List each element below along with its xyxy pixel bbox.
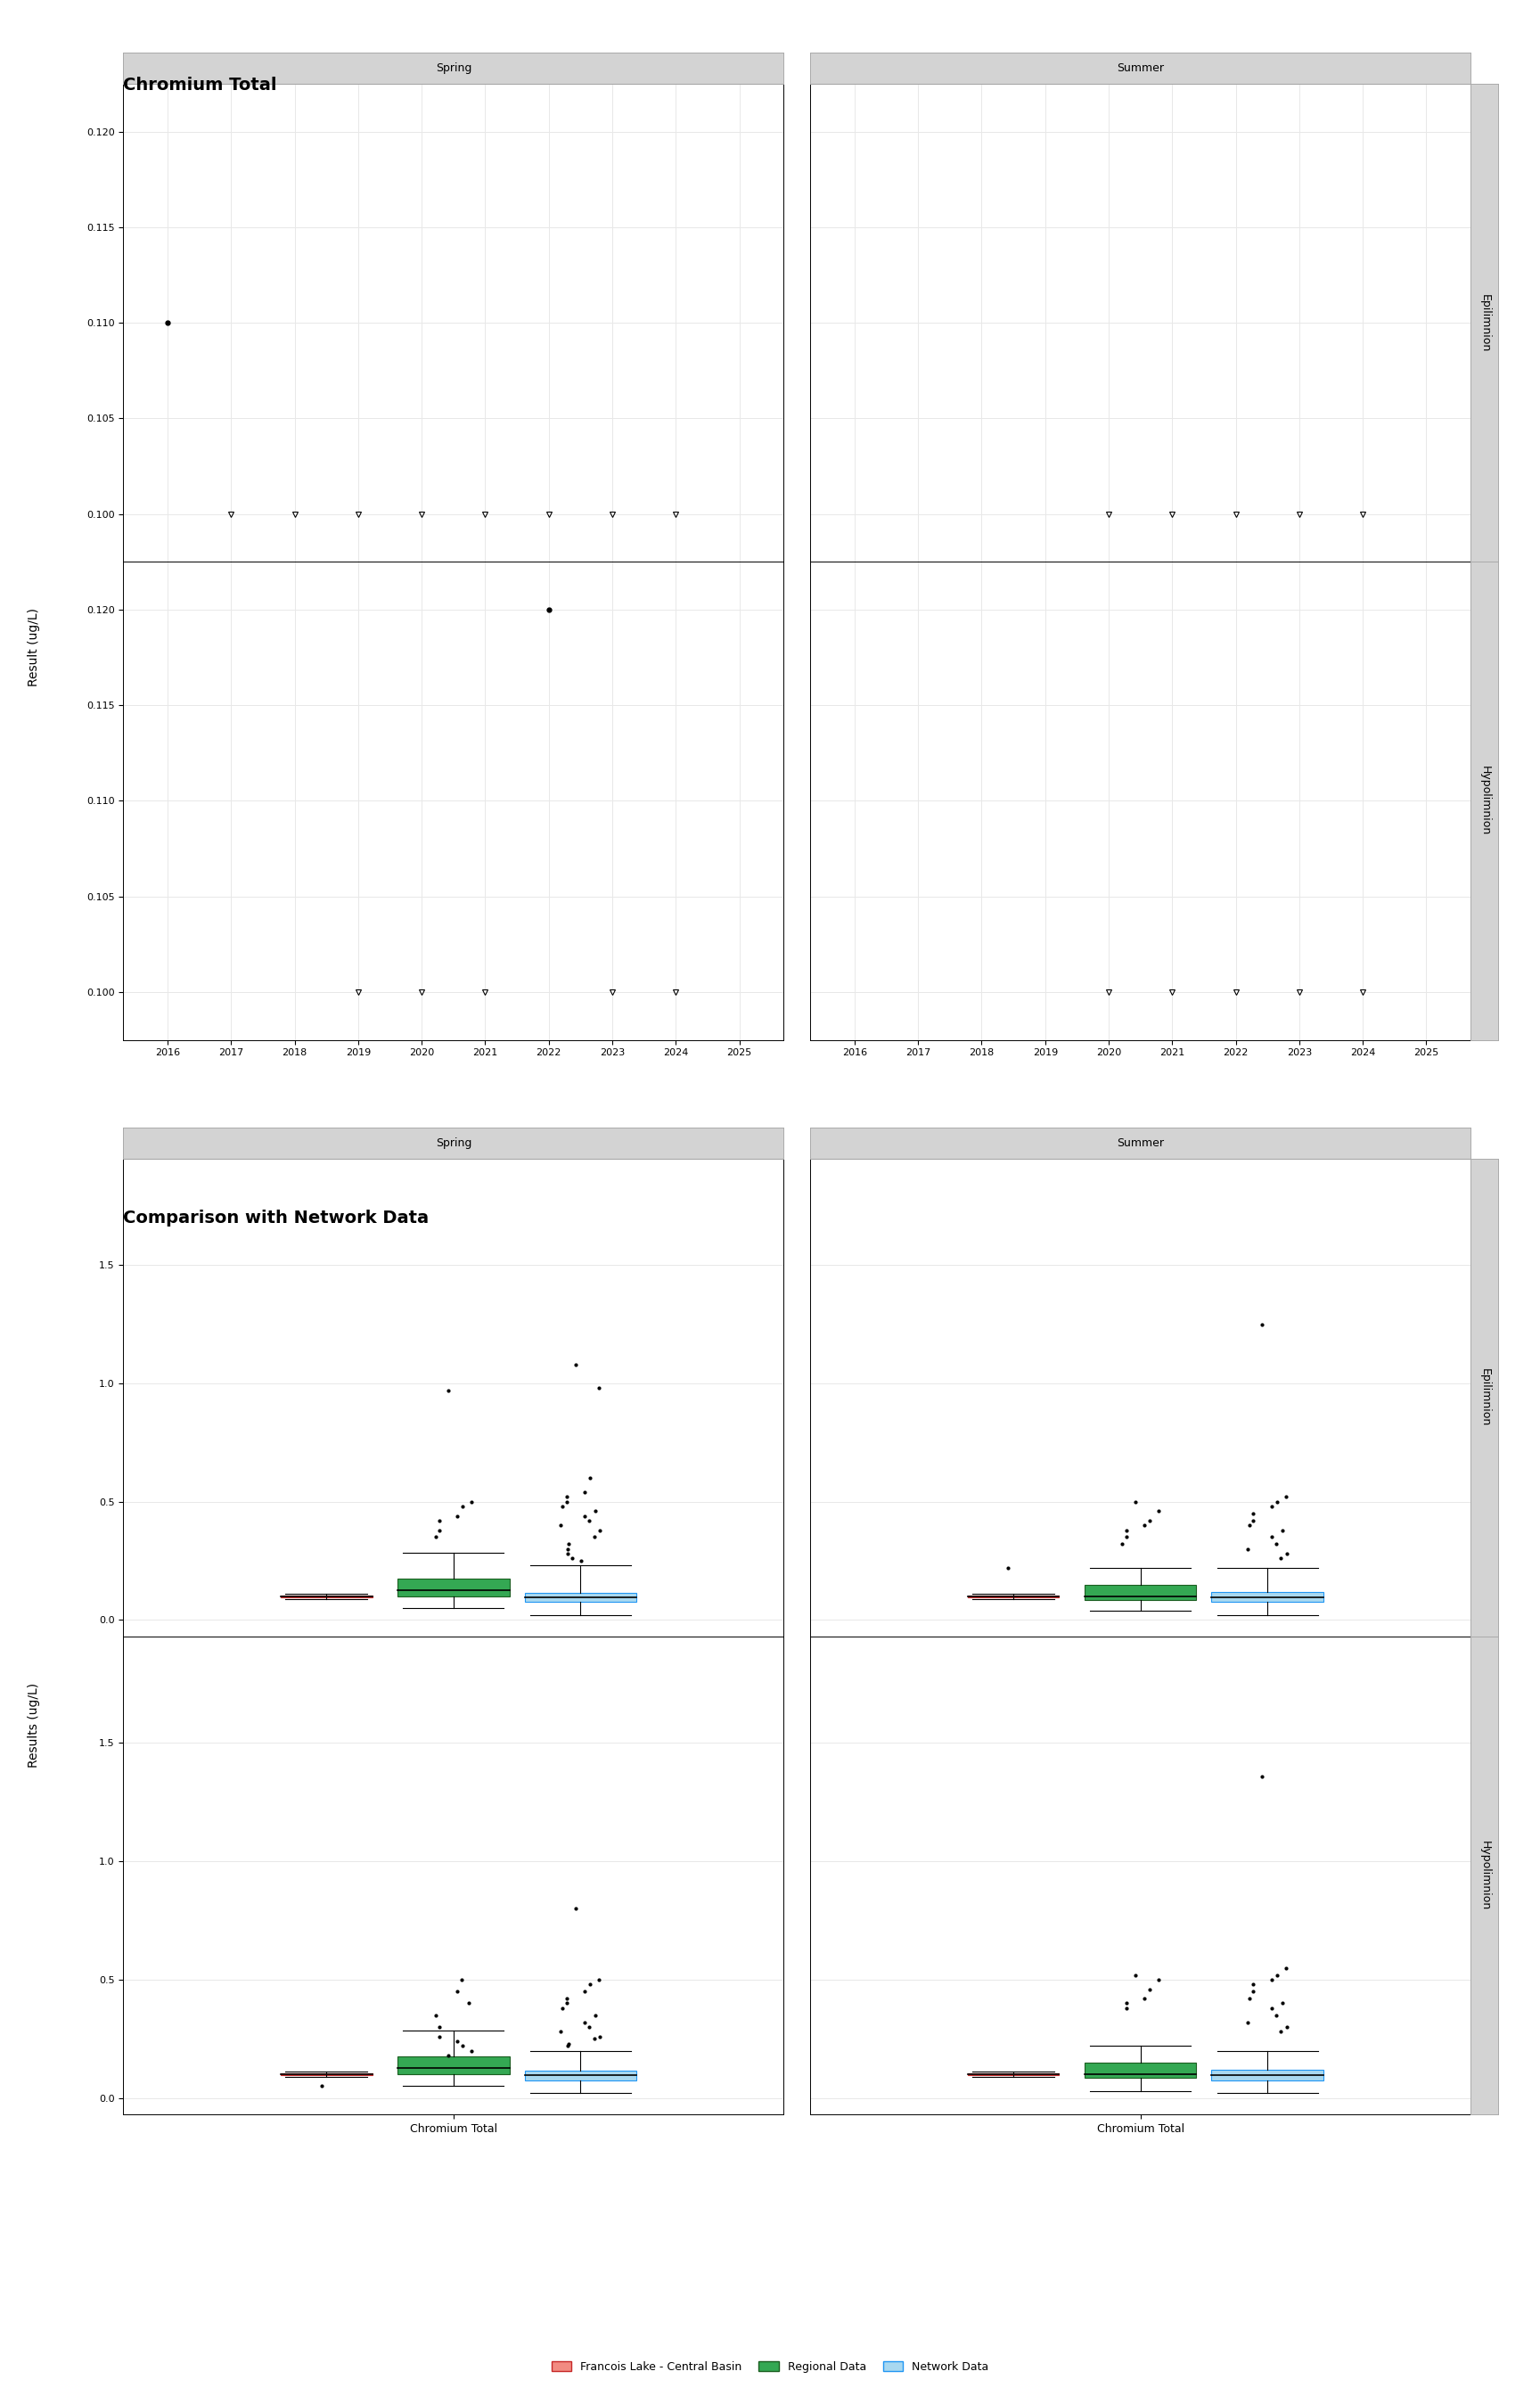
Bar bbox=[1212, 2070, 1323, 2080]
Bar bbox=[397, 2056, 510, 2075]
Text: Summer: Summer bbox=[1116, 1138, 1164, 1148]
Text: Summer: Summer bbox=[1116, 62, 1164, 74]
Text: Comparison with Network Data: Comparison with Network Data bbox=[123, 1210, 430, 1227]
Text: Hypolimnion: Hypolimnion bbox=[1478, 1840, 1491, 1910]
Bar bbox=[1084, 2063, 1197, 2077]
Bar bbox=[1212, 1591, 1323, 1603]
Bar bbox=[397, 1579, 510, 1596]
Bar bbox=[525, 1593, 636, 1603]
Text: Spring: Spring bbox=[436, 62, 471, 74]
Text: Result (ug/L): Result (ug/L) bbox=[28, 609, 40, 685]
Text: Hypolimnion: Hypolimnion bbox=[1478, 767, 1491, 836]
Legend: Francois Lake - Central Basin, Regional Data, Network Data: Francois Lake - Central Basin, Regional … bbox=[548, 2358, 992, 2377]
Text: Epilimnion: Epilimnion bbox=[1478, 295, 1491, 352]
Bar bbox=[525, 2070, 636, 2080]
Text: Chromium Total: Chromium Total bbox=[123, 77, 277, 93]
Bar bbox=[1084, 1584, 1197, 1601]
Text: Spring: Spring bbox=[436, 1138, 471, 1148]
Text: Results (ug/L): Results (ug/L) bbox=[28, 1682, 40, 1768]
Text: Epilimnion: Epilimnion bbox=[1478, 1368, 1491, 1426]
